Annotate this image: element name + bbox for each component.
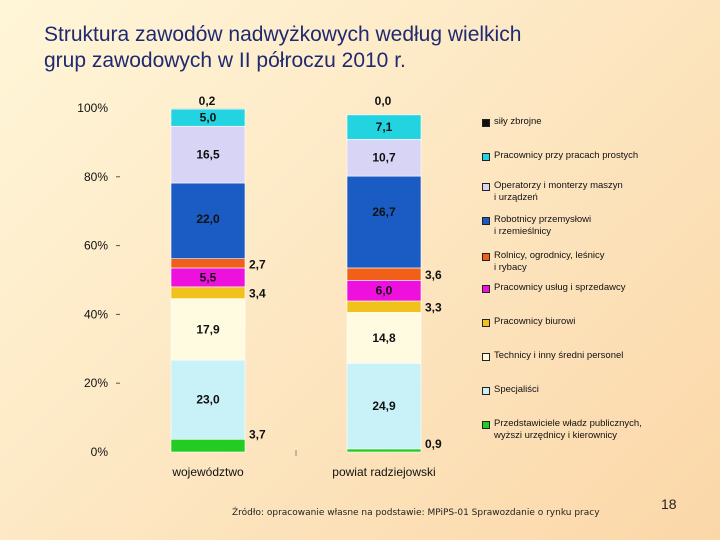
bar-segment (170, 108, 246, 110)
bar-segment (346, 448, 422, 453)
legend-label-line: Rolnicy, ogrodnicy, leśnicy (494, 250, 605, 261)
bar-segment (170, 438, 246, 453)
bar-segment (346, 114, 422, 140)
data-label: 3,3 (425, 301, 442, 315)
legend-item: Operatorzy i monterzy maszyn i urządzeń (482, 180, 684, 204)
bar-segment (346, 300, 422, 313)
y-tick-label: 80% (84, 170, 108, 184)
legend-label: Specjaliści (494, 384, 684, 396)
title-line-1: Struktura zawodów nadwyżkowych według wi… (44, 23, 522, 46)
data-label: 23,0 (196, 393, 220, 407)
legend-label: Operatorzy i monterzy maszyn i urządzeń (494, 180, 684, 204)
bar-segment (170, 258, 246, 269)
y-tick-label: 40% (84, 307, 108, 321)
legend-item: Pracownicy usług i sprzedawcy (482, 282, 684, 294)
legend-item: Pracownicy przy pracach prostych (482, 150, 684, 162)
legend-label-line: Pracownicy biurowi (494, 316, 576, 327)
legend-label-line: Specjaliści (494, 384, 539, 395)
data-label: 17,9 (196, 322, 220, 336)
data-label: 16,5 (196, 148, 220, 162)
legend-item: siły zbrojne (482, 116, 684, 128)
bar-segment (170, 182, 246, 259)
legend-label-line: siły zbrojne (494, 116, 542, 127)
legend-swatch (482, 319, 490, 327)
data-label: 10,7 (372, 151, 396, 165)
bar-segment (170, 359, 246, 440)
legend-label-line: i rybacy (494, 262, 527, 273)
slide-title: Struktura zawodów nadwyżkowych według wi… (44, 22, 684, 74)
data-label: 14,8 (372, 331, 396, 345)
legend-label: Pracownicy biurowi (494, 316, 684, 328)
page-number: 18 (661, 496, 677, 512)
data-label: 5,0 (200, 111, 217, 125)
legend-label-line: wyższi urzędnicy i kierownicy (494, 430, 618, 441)
data-label: 3,6 (425, 268, 442, 282)
legend-label: Pracownicy usług i sprzedawcy (494, 282, 684, 294)
y-tick-label: 100% (77, 101, 108, 115)
legend-label-line: Pracownicy przy pracach prostych (494, 150, 639, 161)
title-line-2: grup zawodowych w II półroczu 2010 r. (44, 49, 406, 72)
bar-segment (346, 312, 422, 364)
data-label: 7,1 (376, 120, 393, 134)
bar-segment (346, 139, 422, 177)
legend-label-line: Pracownicy usług i sprzedawcy (494, 282, 626, 293)
legend-label-line: i rzemieślnicy (494, 226, 552, 237)
legend-swatch (482, 421, 490, 429)
legend-label-line: Przedstawiciele władz publicznych, (494, 418, 642, 429)
legend-swatch (482, 183, 490, 191)
legend-swatch (482, 119, 490, 127)
legend-label: Przedstawiciele władz publicznych, wyższi… (494, 418, 684, 442)
legend-item: Rolnicy, ogrodnicy, leśnicy i rybacy (482, 250, 684, 274)
data-label: 24,9 (372, 399, 396, 413)
legend-swatch (482, 387, 490, 395)
data-label: 22,0 (196, 212, 220, 226)
y-tick-label: 20% (84, 376, 108, 390)
legend-swatch (482, 285, 490, 293)
bar-segment (346, 175, 422, 269)
y-tick-label: 0% (91, 445, 109, 459)
legend-label-line: i urządzeń (494, 192, 538, 203)
x-category-label: powiat radziejowski (332, 465, 435, 479)
legend-item: Technicy i inny średni personel (482, 350, 684, 362)
legend-item: Robotnicy przemysłowi i rzemieślnicy (482, 214, 684, 238)
legend-label: Robotnicy przemysłowi i rzemieślnicy (494, 214, 684, 238)
data-label: 26,7 (372, 205, 396, 219)
bar-segment (170, 298, 246, 361)
legend-label: siły zbrojne (494, 116, 684, 128)
legend-label: Rolnicy, ogrodnicy, leśnicy i rybacy (494, 250, 684, 274)
legend-label: Pracownicy przy pracach prostych (494, 150, 684, 162)
data-label: 5,5 (200, 270, 217, 284)
bar-segment (346, 267, 422, 281)
data-label: 0,2 (199, 94, 216, 108)
legend-label-line: Technicy i inny średni personel (494, 350, 624, 361)
data-label: 0,9 (425, 437, 442, 451)
legend-item: Przedstawiciele władz publicznych, wyższi… (482, 418, 684, 442)
legend-item: Pracownicy biurowi (482, 316, 684, 328)
legend-item: Specjaliści (482, 384, 684, 396)
legend-label-line: Operatorzy i monterzy maszyn (494, 180, 623, 191)
legend-label: Technicy i inny średni personel (494, 350, 684, 362)
chart-legend: siły zbrojne Pracownicy przy pracach pros… (482, 108, 712, 448)
legend-swatch (482, 253, 490, 261)
data-label: 0,0 (375, 94, 392, 108)
bar-segment (170, 286, 246, 299)
data-label: 3,7 (249, 427, 266, 441)
legend-swatch (482, 217, 490, 225)
data-label: 3,4 (249, 287, 266, 301)
data-label: 2,7 (249, 257, 266, 271)
legend-swatch (482, 153, 490, 161)
source-note: Źródło: opracowanie własne na podstawie:… (232, 508, 600, 518)
data-label: 6,0 (376, 284, 393, 298)
bar-segment (346, 362, 422, 450)
bar-segment (170, 125, 246, 184)
legend-swatch (482, 353, 490, 361)
x-category-label: województwo (171, 465, 244, 479)
y-tick-label: 60% (84, 239, 108, 253)
legend-label-line: Robotnicy przemysłowi (494, 214, 592, 225)
